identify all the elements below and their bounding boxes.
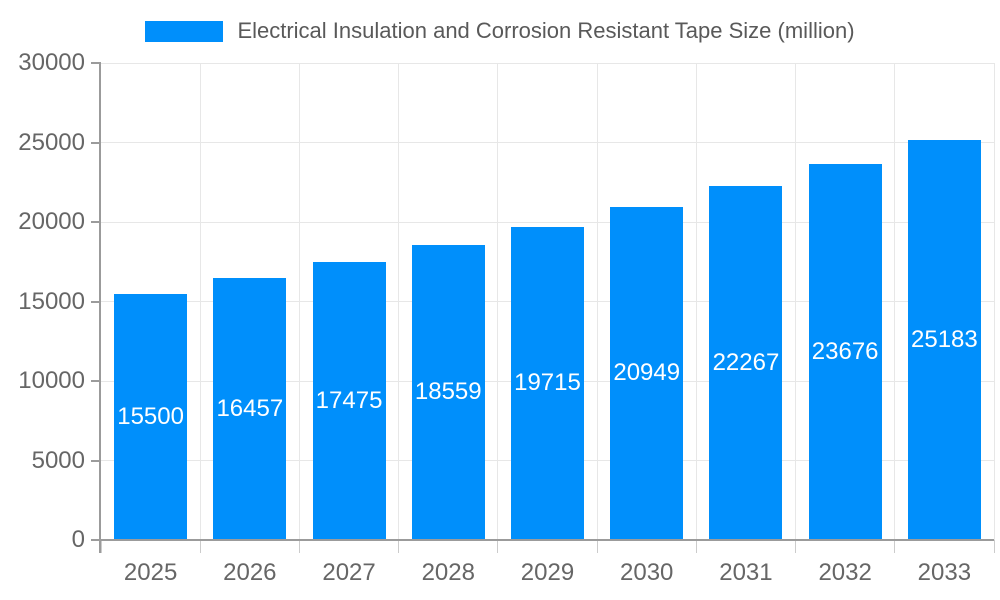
x-axis-label: 2028 xyxy=(421,559,475,586)
legend-swatch-icon xyxy=(145,20,224,42)
y-axis-label: 25000 xyxy=(18,128,85,156)
gridline-vertical xyxy=(993,63,995,540)
bar-value-label: 25183 xyxy=(911,325,978,353)
x-axis-tick xyxy=(497,540,499,553)
gridline-vertical xyxy=(695,63,697,540)
gridline-vertical xyxy=(596,63,598,540)
bar-value-label: 16457 xyxy=(216,395,284,423)
y-axis-label: 0 xyxy=(71,526,85,553)
x-axis-tick xyxy=(298,540,300,553)
bar[interactable] xyxy=(907,139,981,540)
x-axis-label: 2029 xyxy=(520,559,575,586)
bar-value-label: 19715 xyxy=(514,369,581,397)
x-axis-label: 2030 xyxy=(620,559,674,586)
y-axis-tick xyxy=(91,221,101,223)
bar-value-label: 17475 xyxy=(315,387,383,415)
x-axis-tick xyxy=(398,540,400,553)
bar[interactable] xyxy=(312,262,386,540)
x-axis-tick xyxy=(894,540,896,553)
bar[interactable] xyxy=(213,278,287,540)
y-axis-line xyxy=(99,63,101,553)
x-axis-tick xyxy=(695,540,697,553)
bar-value-label: 20949 xyxy=(613,359,681,387)
y-axis-tick xyxy=(91,380,101,382)
legend-label: Electrical Insulation and Corrosion Resi… xyxy=(237,18,855,43)
bar-value-label: 23676 xyxy=(811,337,879,365)
x-axis-tick xyxy=(795,540,797,553)
x-axis-tick xyxy=(199,540,201,553)
bar-value-label: 15500 xyxy=(117,402,184,430)
bar[interactable] xyxy=(808,163,882,540)
x-axis-tick xyxy=(100,540,102,553)
x-axis-label: 2026 xyxy=(223,559,277,586)
bar[interactable] xyxy=(114,293,188,540)
y-axis-tick xyxy=(91,62,101,64)
gridline-horizontal xyxy=(101,142,994,143)
y-axis-label: 5000 xyxy=(31,446,85,474)
x-axis-label: 2025 xyxy=(123,559,178,586)
bar-value-label: 22267 xyxy=(712,348,780,376)
x-axis-label: 2031 xyxy=(719,559,773,586)
legend[interactable]: Electrical Insulation and Corrosion Resi… xyxy=(0,18,1000,44)
bar-value-label: 18559 xyxy=(414,378,482,406)
y-axis-tick xyxy=(91,300,101,303)
y-axis-tick xyxy=(91,141,101,144)
gridline-vertical xyxy=(795,63,797,540)
bar[interactable] xyxy=(610,206,684,540)
y-axis-label: 10000 xyxy=(18,367,85,394)
gridline-horizontal xyxy=(101,62,994,64)
gridline-vertical xyxy=(199,63,201,540)
y-axis-label: 20000 xyxy=(18,208,85,235)
y-axis-tick xyxy=(91,539,101,541)
y-axis-label: 30000 xyxy=(18,49,85,76)
bar[interactable] xyxy=(709,185,783,540)
gridline-horizontal xyxy=(101,221,994,223)
x-axis-tick xyxy=(993,540,995,553)
gridline-vertical xyxy=(894,63,896,540)
bar[interactable] xyxy=(510,226,584,540)
gridline-vertical xyxy=(398,63,400,540)
gridline-vertical xyxy=(298,63,300,540)
x-axis-label: 2027 xyxy=(322,559,376,586)
x-axis-tick xyxy=(596,540,598,553)
bar[interactable] xyxy=(411,244,485,540)
gridline-vertical xyxy=(497,63,499,540)
x-axis-line xyxy=(99,539,994,541)
x-axis-label: 2032 xyxy=(818,559,872,586)
y-axis-tick xyxy=(91,459,101,462)
y-axis-label: 15000 xyxy=(18,287,85,315)
x-axis-label: 2033 xyxy=(917,559,972,586)
